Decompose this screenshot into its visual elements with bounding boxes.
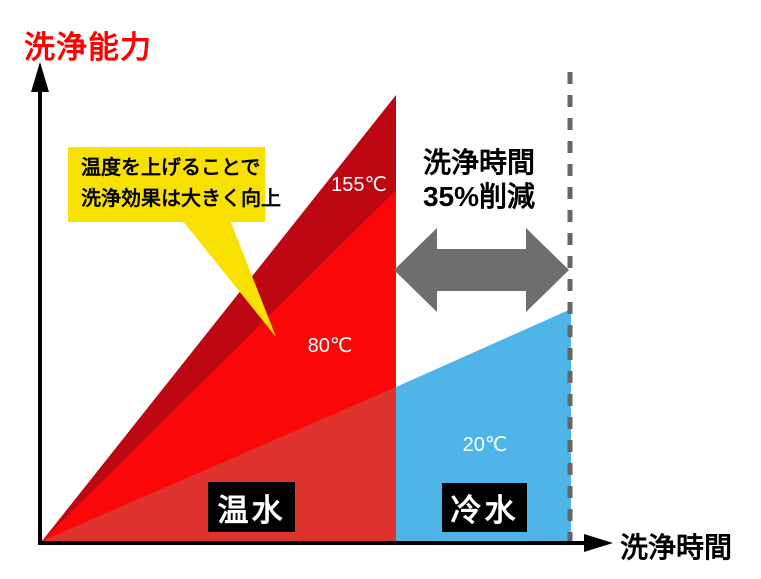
x-axis-label: 洗浄時間 [620, 532, 733, 563]
time-reduction-note: 洗浄時間 35%削減 [402, 146, 556, 214]
label-155c: 155℃ [331, 174, 387, 196]
label-80c: 80℃ [307, 335, 353, 357]
cold-water-badge: 冷水 [442, 483, 527, 532]
cold-water-overlap-area [42, 387, 396, 541]
callout-text: 温度を上げることで 洗浄効果は大きく向上 [81, 153, 281, 215]
callout-line-1: 温度を上げることで [81, 157, 261, 179]
warm-water-badge: 温水 [208, 482, 295, 532]
cold-water-20c-area [396, 309, 571, 541]
y-axis-arrowhead-icon [31, 62, 49, 92]
time-reduction-line-1: 洗浄時間 [422, 147, 535, 178]
callout-tail [182, 220, 276, 337]
label-20c: 20℃ [462, 434, 508, 456]
y-axis-label: 洗浄能力 [24, 30, 152, 65]
time-reduction-double-arrow-icon [394, 228, 569, 312]
callout-bubble [68, 147, 265, 222]
callout-line-2: 洗浄効果は大きく向上 [81, 188, 281, 210]
time-reduction-line-2: 35%削減 [422, 181, 536, 212]
x-axis-arrowhead-icon [584, 534, 613, 552]
